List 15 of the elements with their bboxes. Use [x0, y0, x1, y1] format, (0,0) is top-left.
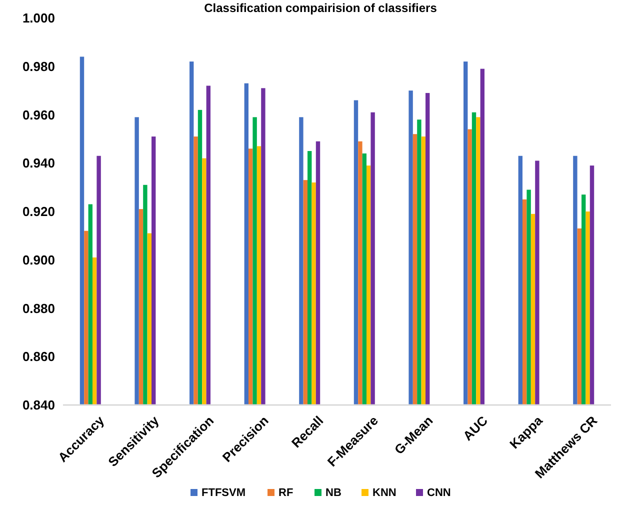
legend-label: FTFSVM	[202, 487, 246, 499]
y-tick-label: 0.880	[22, 300, 55, 316]
legend-label: NB	[326, 487, 342, 499]
y-tick-label: 0.900	[22, 252, 55, 268]
y-tick-label: 1.000	[22, 10, 55, 26]
y-tick-label: 0.980	[22, 58, 55, 74]
chart-title: Classification compairision of classifiers	[204, 1, 438, 15]
legend-label: KNN	[372, 487, 396, 499]
y-tick-label: 0.840	[22, 398, 55, 413]
y-tick-label: 0.920	[22, 204, 55, 220]
legend-label: RF	[278, 487, 294, 499]
y-tick-label: 0.860	[22, 349, 55, 364]
y-tick-label: 0.940	[22, 156, 55, 171]
y-tick-label: 0.960	[22, 107, 55, 122]
legend-label: CNN	[427, 487, 451, 499]
